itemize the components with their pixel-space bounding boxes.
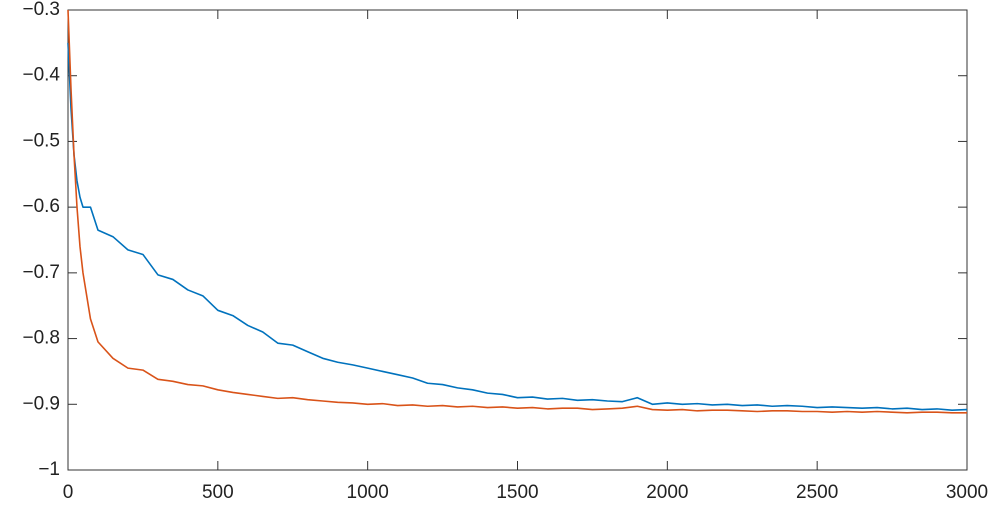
y-tick-label: −0.8 <box>22 328 60 349</box>
x-tick-label: 1500 <box>496 482 538 503</box>
y-tick-label: −0.7 <box>22 262 60 283</box>
y-tick-label: −0.3 <box>22 0 60 20</box>
series-line <box>67 9 967 414</box>
series-line <box>67 42 968 411</box>
y-tick-label: −0.4 <box>22 65 60 86</box>
x-tick-label: 2000 <box>646 482 688 503</box>
x-tick-label: 1000 <box>347 482 389 503</box>
x-tick-label: 0 <box>63 482 74 503</box>
y-tick-label: −0.6 <box>22 196 60 217</box>
y-tick-label: −1 <box>38 459 60 480</box>
x-tick-label: 2500 <box>796 482 838 503</box>
y-tick-label: −0.9 <box>22 393 60 414</box>
x-tick-label: 3000 <box>946 482 988 503</box>
x-tick-label: 500 <box>202 482 234 503</box>
plot-frame <box>67 9 968 471</box>
y-tick-label: −0.5 <box>22 130 60 151</box>
